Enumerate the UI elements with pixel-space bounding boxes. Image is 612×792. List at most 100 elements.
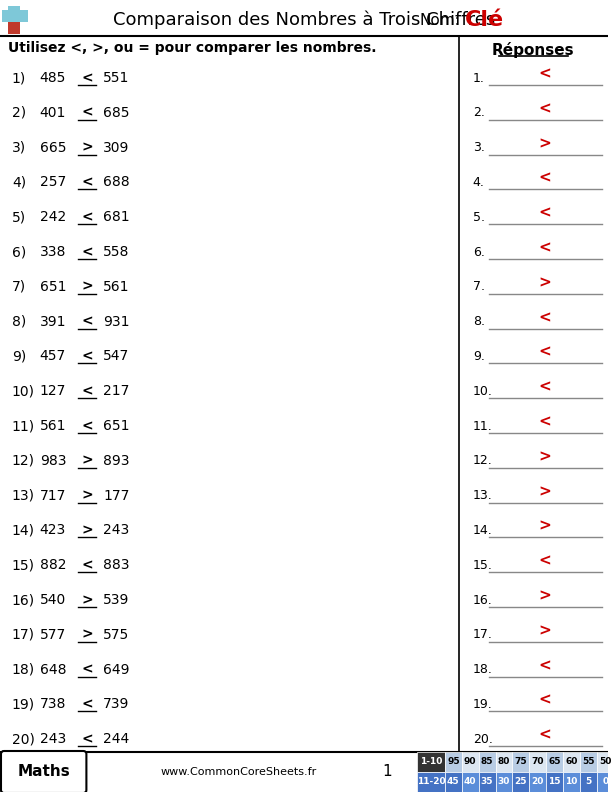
Text: <: < [81, 698, 93, 711]
Text: >: > [539, 623, 551, 638]
Text: 20: 20 [532, 778, 544, 786]
Bar [479, 752, 496, 772]
Text: 244: 244 [103, 732, 130, 746]
Bar [496, 772, 512, 792]
Text: 9.: 9. [472, 350, 485, 363]
Text: Comparaison des Nombres à Trois Chiffres: Comparaison des Nombres à Trois Chiffres [113, 11, 495, 29]
Text: 739: 739 [103, 698, 130, 711]
Text: Utilisez <, >, ou = pour comparer les nombres.: Utilisez <, >, ou = pour comparer les no… [8, 41, 376, 55]
Text: 717: 717 [40, 489, 66, 503]
Text: 1.: 1. [472, 71, 485, 85]
Text: <: < [81, 314, 93, 329]
Text: >: > [81, 280, 93, 294]
Text: 3.: 3. [472, 141, 485, 154]
Text: 45: 45 [447, 778, 460, 786]
Text: 3): 3) [12, 141, 26, 154]
Text: >: > [81, 524, 93, 538]
Text: 20): 20) [12, 732, 35, 746]
Text: <: < [539, 206, 551, 221]
Text: 485: 485 [40, 71, 66, 85]
Text: 75: 75 [515, 757, 527, 767]
Text: 1-10: 1-10 [420, 757, 442, 767]
Bar [2, 10, 28, 22]
Text: >: > [539, 276, 551, 291]
Text: 5.: 5. [472, 211, 485, 223]
Text: 423: 423 [40, 524, 66, 538]
Text: <: < [81, 210, 93, 224]
Text: >: > [81, 628, 93, 642]
Bar [512, 772, 529, 792]
Bar [580, 772, 597, 792]
Text: 19): 19) [12, 698, 35, 711]
Text: 55: 55 [582, 757, 595, 767]
Bar [496, 752, 512, 772]
Text: 127: 127 [40, 384, 66, 398]
Text: 685: 685 [103, 106, 130, 120]
Text: <: < [539, 101, 551, 116]
Text: 50: 50 [599, 757, 611, 767]
Text: 9): 9) [12, 349, 26, 364]
Text: 882: 882 [40, 558, 66, 572]
Text: 217: 217 [103, 384, 130, 398]
Bar [529, 752, 546, 772]
Text: Nom:: Nom: [419, 13, 460, 28]
Text: 7): 7) [12, 280, 26, 294]
Bar [462, 752, 479, 772]
Text: <: < [539, 345, 551, 360]
Text: 539: 539 [103, 593, 130, 607]
Bar [417, 752, 445, 772]
FancyBboxPatch shape [1, 751, 86, 792]
Text: <: < [81, 663, 93, 676]
Text: 558: 558 [103, 245, 130, 259]
Text: 2): 2) [12, 106, 26, 120]
Text: 15: 15 [548, 778, 561, 786]
Bar [580, 752, 597, 772]
Text: 738: 738 [40, 698, 66, 711]
Text: <: < [539, 310, 551, 325]
Text: 60: 60 [565, 757, 578, 767]
Text: 12.: 12. [472, 455, 493, 467]
Text: 14): 14) [12, 524, 35, 538]
Text: 35: 35 [481, 778, 493, 786]
Bar [8, 22, 20, 34]
Bar [462, 772, 479, 792]
Text: 95: 95 [447, 757, 460, 767]
Text: <: < [539, 414, 551, 429]
Text: 15.: 15. [472, 558, 493, 572]
Text: >: > [81, 454, 93, 468]
Text: <: < [81, 106, 93, 120]
Text: 17): 17) [12, 628, 35, 642]
Text: <: < [539, 379, 551, 394]
Text: 4.: 4. [472, 176, 485, 189]
Bar [529, 772, 546, 792]
Text: 20.: 20. [472, 733, 493, 746]
Text: 65: 65 [548, 757, 561, 767]
Text: 243: 243 [103, 524, 130, 538]
Text: 242: 242 [40, 210, 66, 224]
Text: 6): 6) [12, 245, 26, 259]
Text: 85: 85 [481, 757, 493, 767]
Text: >: > [81, 593, 93, 607]
Text: 257: 257 [40, 175, 66, 189]
Text: >: > [539, 484, 551, 499]
Bar [563, 752, 580, 772]
Text: <: < [81, 558, 93, 572]
Text: 547: 547 [103, 349, 130, 364]
Bar [546, 752, 563, 772]
Text: 1): 1) [12, 71, 26, 85]
Text: 2.: 2. [472, 106, 485, 120]
Text: 16.: 16. [472, 593, 493, 607]
Text: 15): 15) [12, 558, 35, 572]
Text: www.CommonCoreSheets.fr: www.CommonCoreSheets.fr [160, 767, 316, 777]
Bar [417, 772, 445, 792]
Text: 1: 1 [382, 764, 392, 779]
Text: 309: 309 [103, 141, 130, 154]
Text: 0: 0 [602, 778, 608, 786]
Text: 13): 13) [12, 489, 35, 503]
Bar [479, 772, 496, 792]
Text: 577: 577 [40, 628, 66, 642]
Text: <: < [81, 419, 93, 433]
Text: 401: 401 [40, 106, 66, 120]
Text: <: < [81, 732, 93, 746]
Text: 5: 5 [585, 778, 592, 786]
